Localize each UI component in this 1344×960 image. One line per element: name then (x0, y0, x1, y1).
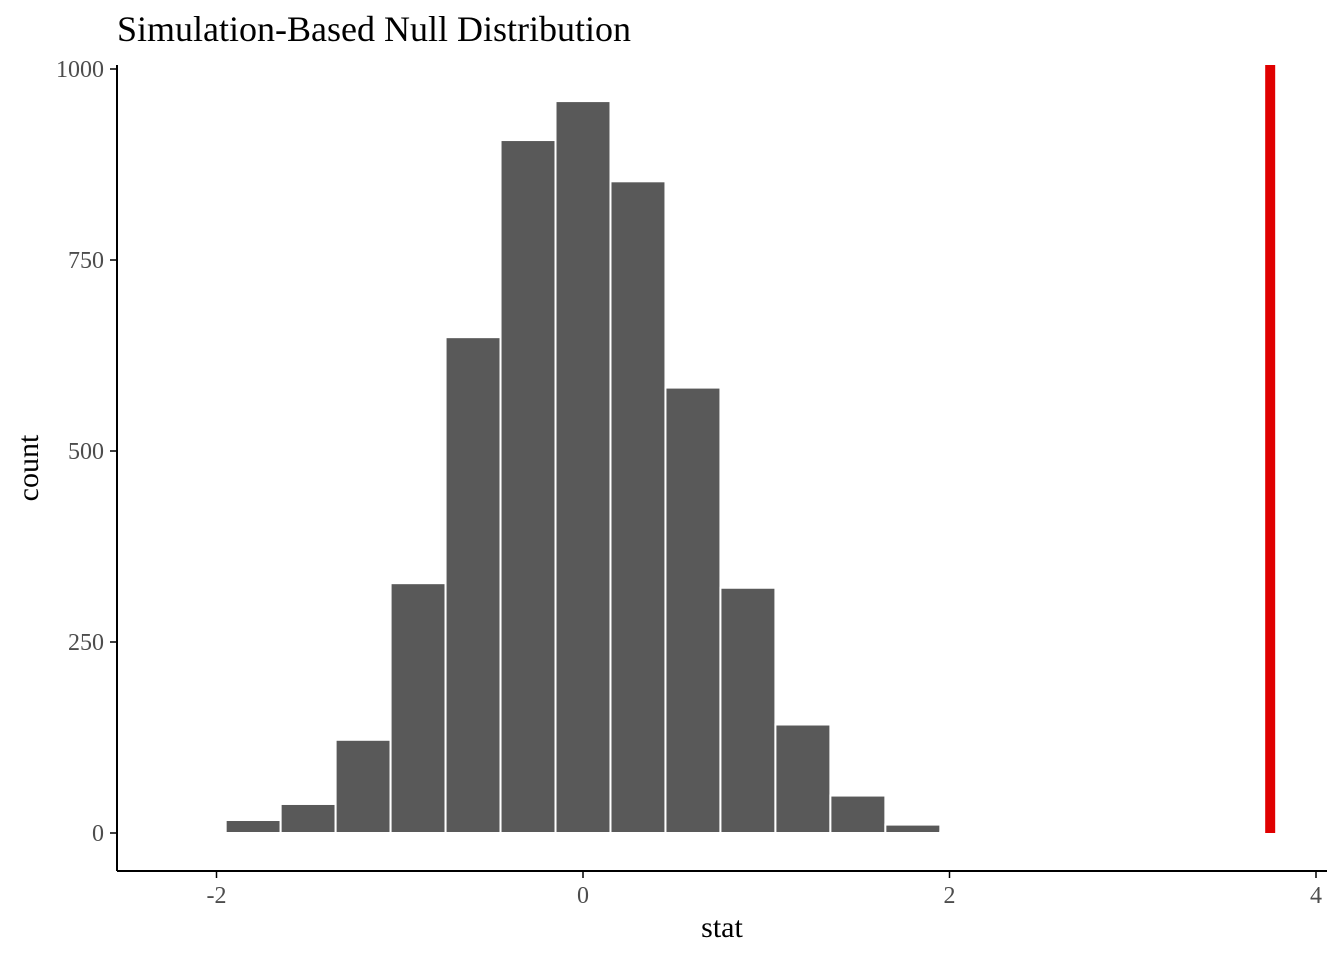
histogram-bar (334, 738, 392, 834)
histogram-bar (169, 831, 227, 835)
histogram-bar (389, 582, 447, 834)
y-tick-label: 500 (68, 439, 104, 465)
x-tick-label: 0 (577, 883, 589, 909)
chart-title: Simulation-Based Null Distribution (117, 9, 631, 49)
histogram-bar (939, 830, 997, 834)
histogram-bar (554, 100, 612, 834)
y-tick-label: 1000 (56, 57, 104, 83)
y-tick-label: 0 (92, 821, 104, 847)
histogram-bar (279, 802, 337, 835)
x-axis: -2 0 2 4 (117, 870, 1327, 909)
histogram-bar (719, 586, 777, 834)
observed-stat-line (1265, 65, 1276, 833)
histogram-bar (829, 794, 887, 835)
x-tick-label: 2 (944, 883, 956, 909)
histogram-bars (169, 100, 997, 835)
y-axis: 0 250 500 750 1000 (56, 57, 118, 871)
x-axis-title: stat (701, 911, 743, 944)
histogram-bar (664, 386, 722, 834)
x-tick-label: 4 (1310, 883, 1322, 909)
observed-statistic-layer (1265, 65, 1276, 833)
histogram-bar (499, 139, 557, 834)
y-tick-label: 750 (68, 248, 104, 274)
histogram-bar (609, 180, 667, 835)
histogram-bar (774, 723, 832, 835)
y-tick-label: 250 (68, 630, 104, 656)
histogram-bar (444, 336, 502, 834)
histogram-bar (224, 819, 282, 835)
y-axis-title: count (12, 434, 45, 501)
histogram-bar (884, 823, 942, 835)
x-tick-label: -2 (207, 883, 227, 909)
